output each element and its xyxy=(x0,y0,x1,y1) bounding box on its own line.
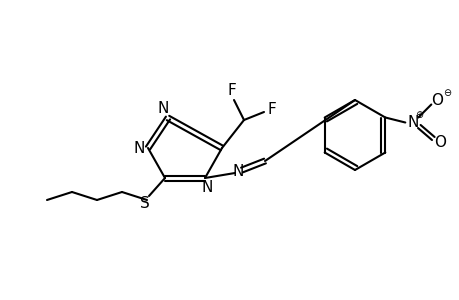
Text: O: O xyxy=(433,135,445,150)
Text: N: N xyxy=(157,100,168,116)
Text: $\ominus$: $\ominus$ xyxy=(442,87,451,98)
Text: N: N xyxy=(232,164,243,178)
Text: N: N xyxy=(201,181,212,196)
Text: $\oplus$: $\oplus$ xyxy=(414,109,423,120)
Text: S: S xyxy=(140,196,150,211)
Text: N: N xyxy=(407,115,418,130)
Text: F: F xyxy=(227,82,236,98)
Text: F: F xyxy=(267,101,276,116)
Text: O: O xyxy=(431,93,442,108)
Text: N: N xyxy=(133,140,145,155)
